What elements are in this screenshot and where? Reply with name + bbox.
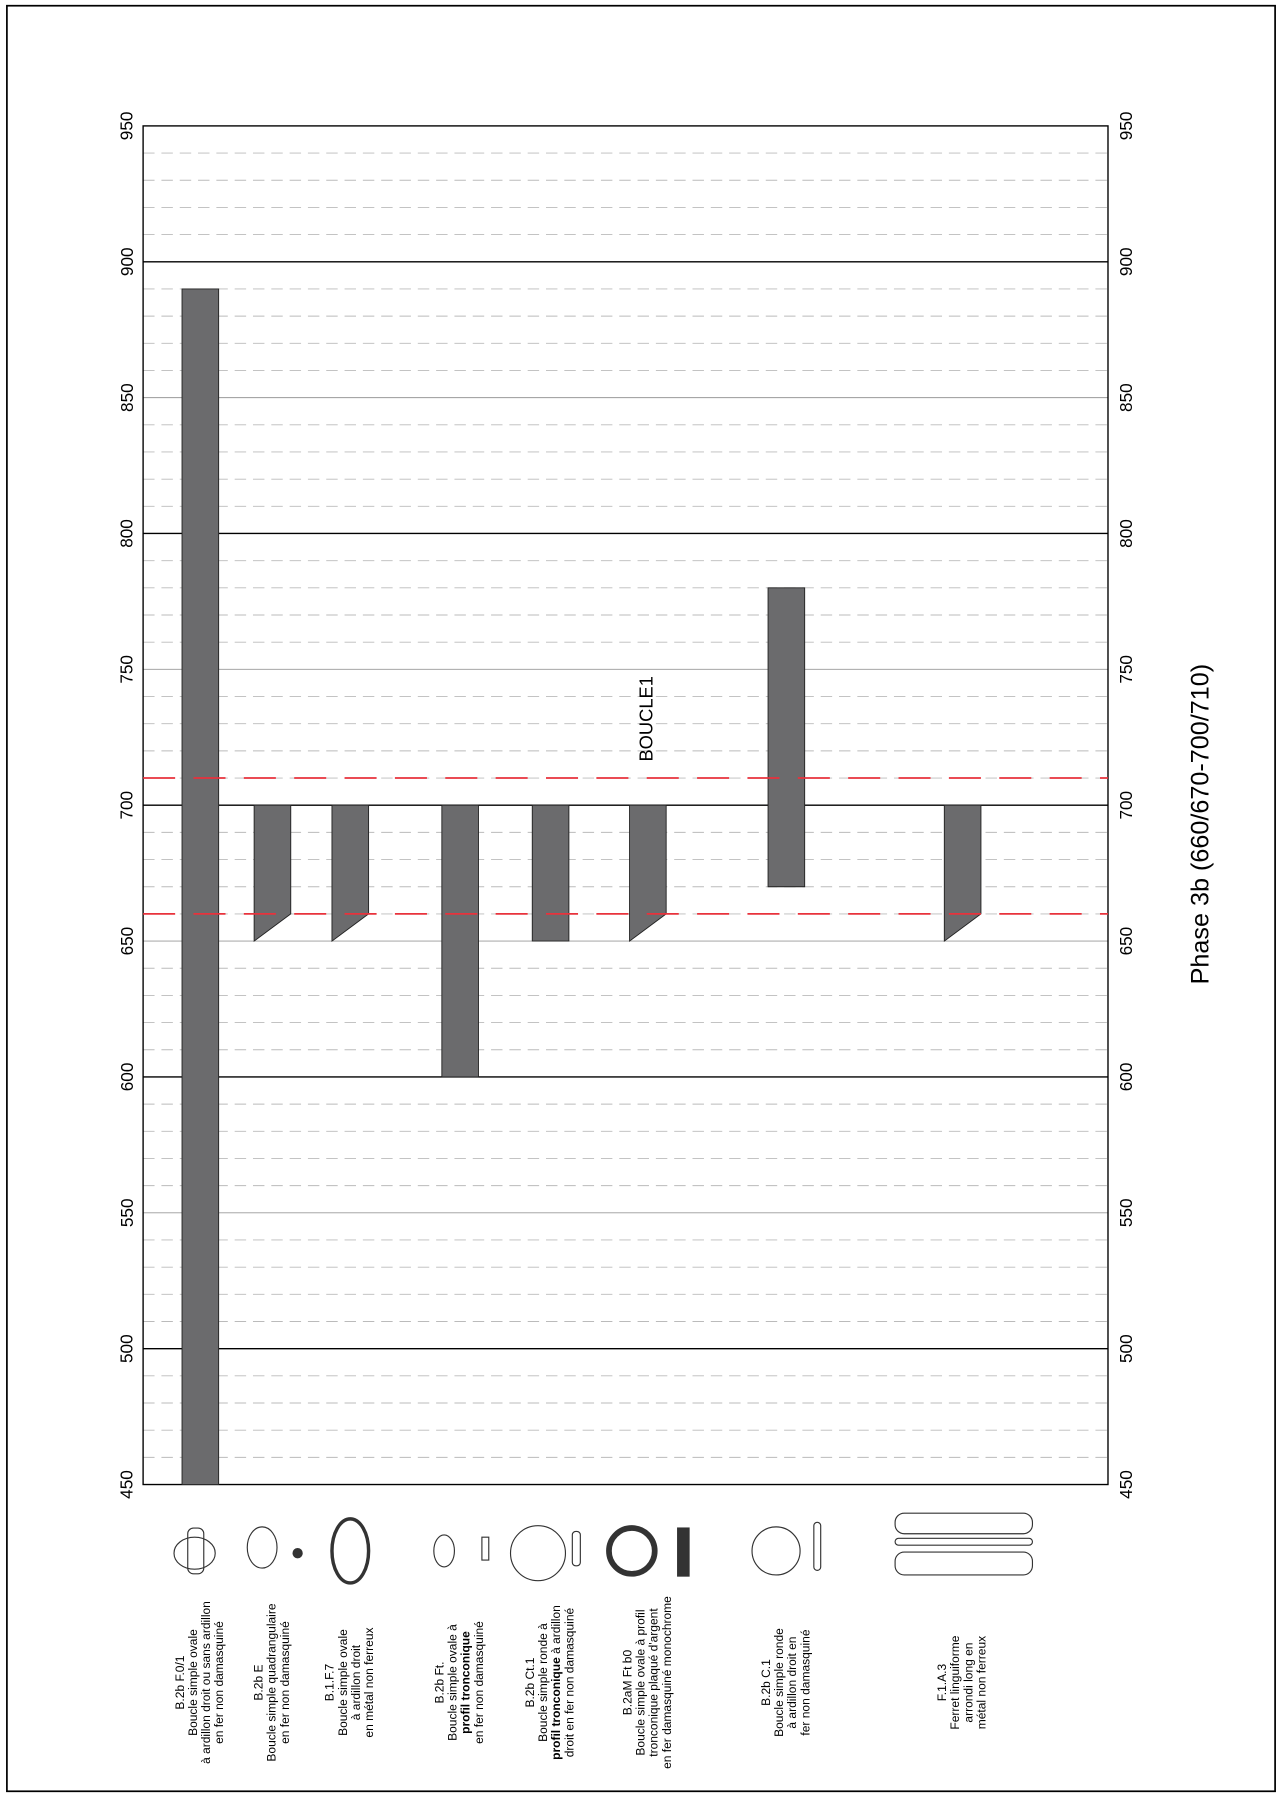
y-tick-label: 650	[1116, 927, 1136, 956]
artifact-drawing	[509, 1525, 567, 1582]
y-tick-label: 800	[1116, 519, 1136, 548]
y-tick-label: 450	[1116, 1470, 1136, 1499]
category-label: en fer non damasquiné	[472, 1621, 486, 1744]
category-label: métal non ferreux	[975, 1636, 989, 1729]
category-label: Ferret linguiforme	[948, 1635, 962, 1729]
y-tick-label: 500	[117, 1334, 137, 1363]
range-bar	[943, 804, 982, 942]
artifact-drawing	[894, 1512, 1034, 1535]
label-segment: profil tronconique	[549, 1657, 563, 1760]
range-bar	[441, 804, 479, 1078]
category-label: en fer non damasquiné	[278, 1621, 292, 1744]
category-label: B.2b C.1	[759, 1659, 773, 1706]
label-segment: profil tronconique	[459, 1631, 473, 1734]
category-label: fer non damasquiné	[798, 1629, 812, 1735]
annotation: BOUCLE1	[636, 676, 657, 761]
category-label: B.2b Ct.1	[523, 1657, 537, 1707]
y-tick-label: 850	[1116, 383, 1136, 412]
artifact-drawing	[433, 1534, 456, 1568]
category-label: tronconique plaqué d'argent	[647, 1608, 661, 1757]
category-label: arrondi long en	[961, 1643, 975, 1723]
y-tick-label: 550	[117, 1198, 137, 1227]
category-label: en fer damasquiné monochrome	[660, 1596, 674, 1769]
category-label: à ardillon droit en	[785, 1637, 799, 1729]
artifact-drawing	[330, 1517, 371, 1585]
category-label: profil tronconique à ardillon	[549, 1605, 563, 1760]
y-tick-label: 950	[1116, 112, 1136, 141]
label-segment: à ardillon	[549, 1605, 563, 1657]
artifact-drawing	[677, 1527, 690, 1577]
y-tick-label: 650	[117, 927, 137, 956]
y-tick-label: 750	[1116, 655, 1136, 684]
artifact-drawing	[571, 1530, 581, 1567]
y-tick-label: 950	[117, 112, 137, 141]
range-bar	[531, 804, 570, 942]
page-border	[6, 4, 1276, 1793]
artifact-drawing	[813, 1521, 822, 1571]
category-label: Boucle simple ronde	[772, 1628, 786, 1737]
chart-title: Phase 3b (660/670-700/710)	[1187, 664, 1215, 985]
range-bar	[331, 804, 370, 942]
category-label: à ardillon droit	[349, 1644, 363, 1720]
range-bar	[253, 804, 292, 942]
category-label: en fer non damasquiné	[212, 1621, 226, 1744]
category-label: B.2b F.0/1	[173, 1655, 187, 1709]
plot-frame	[142, 125, 1109, 1486]
category-label: F.1.A.3	[935, 1664, 949, 1702]
y-tick-label: 700	[1116, 791, 1136, 820]
category-label: B.1.F.7	[323, 1664, 337, 1702]
category-label: Boucle simple ovale	[186, 1629, 200, 1736]
range-bar	[767, 587, 806, 888]
y-tick-label: 550	[1116, 1198, 1136, 1227]
artifact-drawing	[894, 1551, 1034, 1576]
artifact-drawing	[292, 1548, 303, 1559]
y-tick-label: 900	[117, 247, 137, 276]
category-label: Boucle simple ronde à	[536, 1623, 550, 1742]
artifact-drawing	[187, 1527, 205, 1575]
artifact-drawing	[173, 1536, 216, 1570]
y-tick-label: 450	[117, 1470, 137, 1499]
category-label: B.2b E	[251, 1665, 265, 1701]
artifact-drawings	[173, 1512, 1034, 1585]
category-label: B.2aM Ft b0	[620, 1650, 634, 1716]
category-label: à ardillon droit ou sans ardillon	[199, 1601, 213, 1764]
artifact-drawing	[606, 1525, 658, 1577]
artifact-drawing	[481, 1536, 490, 1561]
y-tick-label: 500	[1116, 1334, 1136, 1363]
category-label: profil tronconique	[459, 1631, 473, 1734]
category-label: Boucle simple ovale à profil	[633, 1610, 647, 1756]
y-tick-label: 750	[117, 655, 137, 684]
artifact-drawing	[246, 1526, 278, 1569]
category-label: droit en fer non damasquiné	[562, 1608, 576, 1758]
artifact-drawing	[894, 1537, 1034, 1546]
category-label: B.2b Ft.	[433, 1662, 447, 1704]
y-tick-label: 600	[1116, 1063, 1136, 1092]
y-tick-label: 700	[117, 791, 137, 820]
category-label: Boucle simple ovale	[336, 1629, 350, 1736]
y-tick-label: 800	[117, 519, 137, 548]
y-tick-label: 600	[117, 1063, 137, 1092]
y-tick-label: 850	[117, 383, 137, 412]
category-label: en métal non ferreux	[362, 1628, 376, 1738]
range-bar	[181, 288, 220, 1485]
range-bar	[629, 804, 667, 942]
category-label: Boucle simple quadrangulaire	[265, 1603, 279, 1761]
y-tick-label: 900	[1116, 247, 1136, 276]
category-label: Boucle simple ovale à	[446, 1624, 460, 1741]
artifact-drawing	[751, 1526, 801, 1576]
